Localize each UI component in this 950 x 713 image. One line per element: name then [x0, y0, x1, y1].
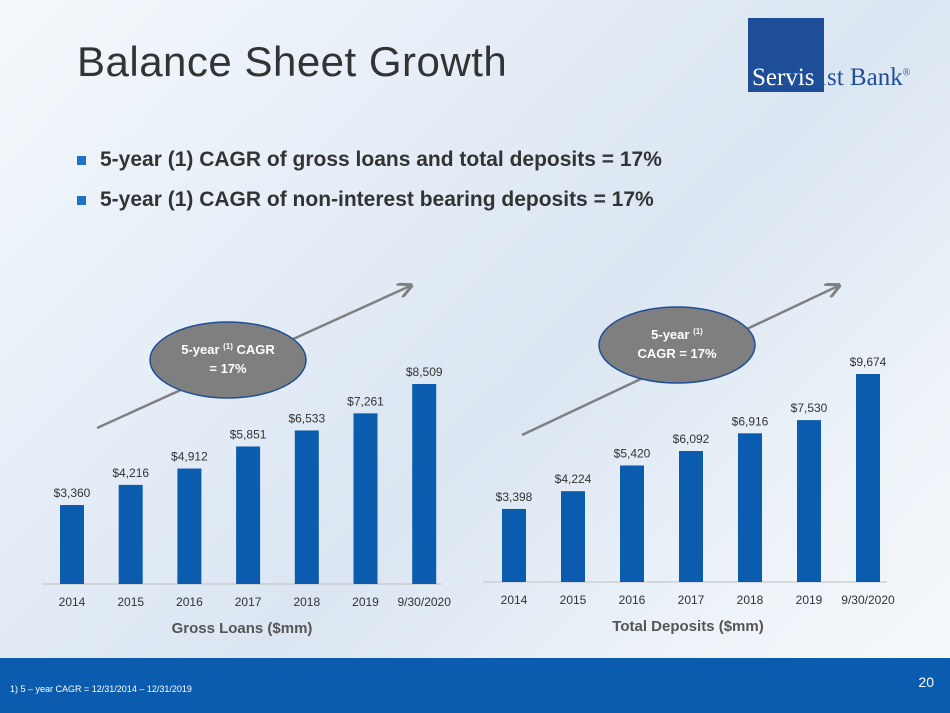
bar [856, 374, 880, 582]
chart-title: Total Deposits ($mm) [612, 618, 763, 635]
bar [797, 420, 821, 582]
data-label: $9,674 [850, 355, 887, 369]
cagr-callout [598, 306, 756, 384]
tick-label: 2016 [176, 595, 203, 609]
tick-label: 2016 [619, 593, 646, 607]
tick-label: 2014 [501, 593, 528, 607]
tick-label: 2017 [235, 595, 262, 609]
logo-mark: ® [902, 67, 911, 79]
bar [502, 508, 526, 582]
bar [60, 505, 84, 584]
data-label: $4,224 [555, 472, 592, 486]
page-number: 20 [918, 674, 934, 690]
callout-line2: CAGR = 17% [637, 346, 717, 361]
bar [620, 465, 644, 582]
data-label: $5,420 [614, 446, 651, 460]
data-label: $6,533 [288, 411, 325, 425]
logo-box [748, 18, 824, 92]
logo-part1: Servis [752, 64, 815, 91]
tick-label: 9/30/2020 [398, 595, 452, 609]
data-label: $4,216 [112, 466, 149, 480]
bullet-list: 5-year (1) CAGR of gross loans and total… [77, 148, 662, 228]
tick-label: 9/30/2020 [841, 593, 895, 607]
data-label: $6,916 [732, 414, 769, 428]
logo-text: Servis1st Bank® [752, 64, 910, 92]
bar [118, 484, 143, 584]
data-label: $7,261 [347, 394, 384, 408]
cagr-callout [149, 321, 307, 399]
footnote: 1) 5 – year CAGR = 12/31/2014 – 12/31/20… [10, 684, 192, 694]
logo-part2: 1st Bank [814, 64, 903, 91]
callout-line1: 5-year (1) CAGR [181, 342, 275, 357]
footer-bar [0, 658, 950, 713]
bullet-text: 5-year (1) CAGR of gross loans and total… [100, 148, 662, 171]
tick-label: 2017 [678, 593, 705, 607]
callout-line1: 5-year (1) [651, 327, 703, 342]
chart-title: Gross Loans ($mm) [172, 620, 313, 637]
bar [353, 413, 378, 584]
bar [738, 433, 762, 582]
tick-label: 2015 [560, 593, 587, 607]
data-label: $7,530 [791, 401, 828, 415]
data-label: $5,851 [230, 427, 267, 441]
data-label: $4,912 [171, 450, 208, 464]
callout-line2: = 17% [209, 361, 247, 376]
bar [412, 384, 437, 584]
bullet-text: 5-year (1) CAGR of non-interest bearing … [100, 188, 654, 211]
bullet-square-icon [77, 195, 86, 205]
bullet-item: 5-year (1) CAGR of gross loans and total… [77, 148, 662, 172]
bar [561, 491, 585, 582]
bullet-square-icon [77, 155, 86, 165]
tick-label: 2015 [117, 595, 144, 609]
data-label: $6,092 [673, 432, 710, 446]
data-label: $3,398 [496, 490, 533, 504]
data-label: $8,509 [406, 365, 443, 379]
tick-label: 2019 [796, 593, 823, 607]
tick-label: 2018 [293, 595, 320, 609]
tick-label: 2014 [59, 595, 86, 609]
page-title: Balance Sheet Growth [77, 38, 508, 85]
tick-label: 2019 [352, 595, 379, 609]
bullet-item: 5-year (1) CAGR of non-interest bearing … [77, 188, 662, 212]
bar [679, 451, 703, 582]
data-label: $3,360 [54, 486, 91, 500]
bank-logo: Servis1st Bank® [748, 18, 924, 92]
bar [177, 468, 202, 584]
bar [294, 430, 319, 584]
bar [236, 446, 261, 584]
tick-label: 2018 [737, 593, 764, 607]
